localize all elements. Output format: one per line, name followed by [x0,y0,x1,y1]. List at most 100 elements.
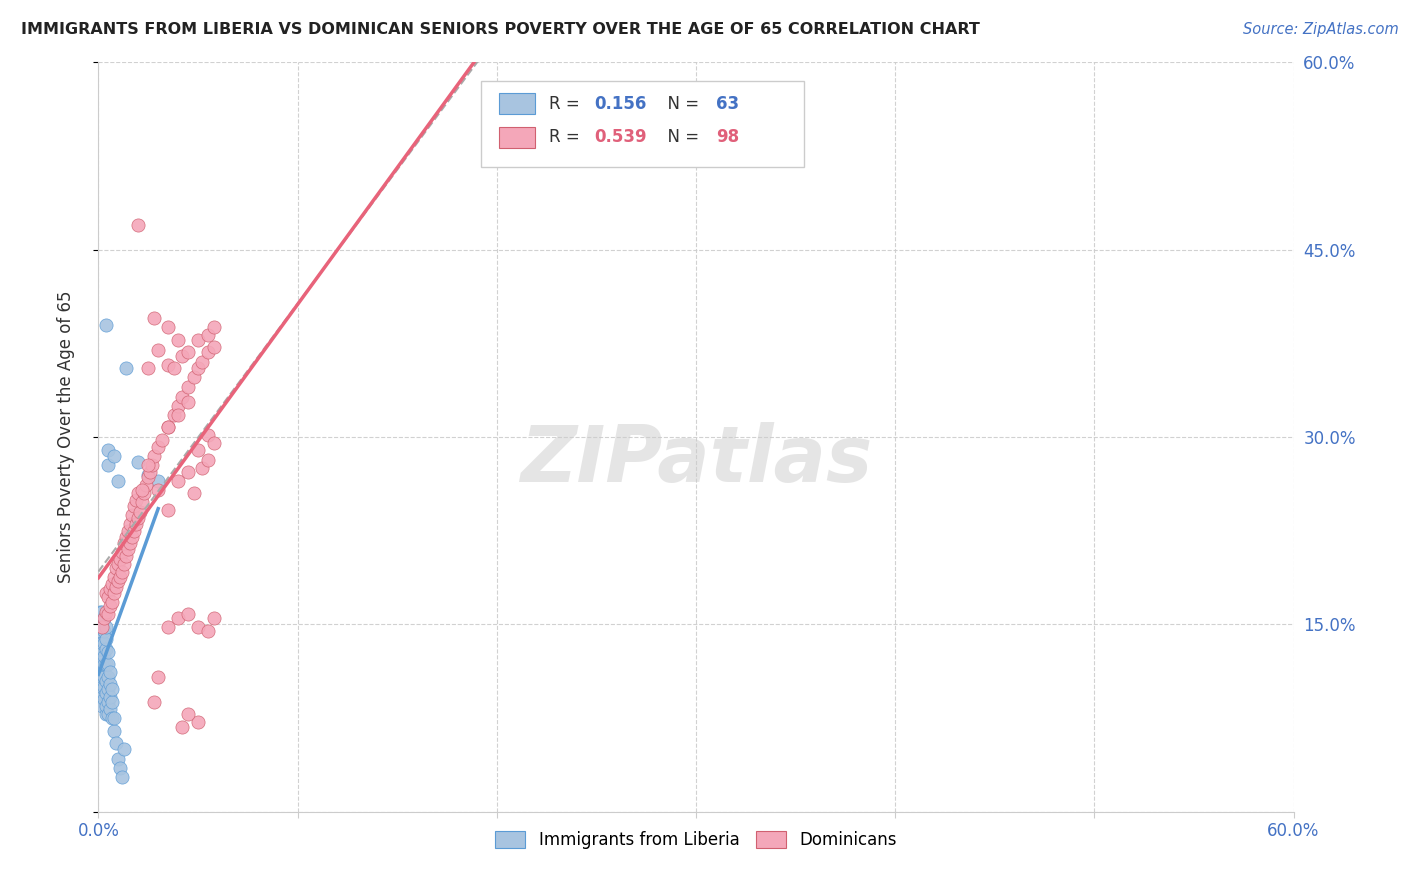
Point [148,670,170,684]
Point [143,695,166,709]
Point [96,586,118,600]
Point [125,517,148,532]
Point [148,343,170,357]
Text: R =: R = [548,95,585,112]
Point [148,474,170,488]
Point [103,449,125,463]
Point [202,320,225,334]
Point [127,455,149,469]
Point [187,714,209,729]
Point [191,461,214,475]
Point [148,483,170,497]
Point [105,561,128,575]
Text: R =: R = [548,128,585,146]
Point [143,449,166,463]
Point [93,648,115,663]
Point [120,517,142,532]
Point [97,607,120,622]
Point [96,620,118,634]
Point [93,611,115,625]
Point [167,333,190,347]
Point [139,465,162,479]
Point [157,620,180,634]
Point [136,470,159,484]
Point [177,395,200,409]
Point [93,636,115,650]
Point [101,682,124,697]
Bar [499,127,534,148]
Point [167,611,190,625]
Point [101,577,124,591]
Point [110,570,132,584]
Point [150,433,173,447]
Text: N =: N = [657,128,704,146]
Point [187,361,209,376]
Bar [481,81,804,168]
Point [91,667,114,681]
Point [97,707,120,722]
Point [107,752,129,766]
Point [98,665,122,679]
Point [93,657,115,672]
Point [197,624,219,638]
Point [202,340,225,354]
Point [187,620,209,634]
Point [96,673,118,688]
Point [131,483,153,497]
Point [127,511,149,525]
Text: 0.539: 0.539 [595,128,647,146]
Point [107,574,129,588]
Point [89,630,111,644]
Point [167,399,190,413]
Point [157,320,180,334]
Point [202,436,225,450]
Point [89,686,111,700]
Point [167,474,190,488]
Point [91,642,114,657]
Point [127,218,149,232]
Point [115,361,138,376]
Point [97,442,120,457]
Point [97,657,120,672]
Point [91,611,114,625]
Point [107,474,129,488]
Point [183,486,205,500]
Text: Source: ZipAtlas.com: Source: ZipAtlas.com [1243,22,1399,37]
Point [127,486,149,500]
Point [157,420,180,434]
Point [96,318,118,332]
Point [202,611,225,625]
Text: N =: N = [657,95,704,112]
Point [197,345,219,359]
Point [172,720,194,734]
Point [115,530,138,544]
Point [121,530,143,544]
Point [96,707,118,722]
Point [157,358,180,372]
Point [97,670,120,684]
Point [98,677,122,691]
Point [98,702,122,716]
Point [97,590,120,604]
Point [98,599,122,613]
Point [112,558,135,572]
Point [105,736,128,750]
Point [157,420,180,434]
Point [143,311,166,326]
Point [136,458,159,472]
Point [124,524,146,538]
Point [197,427,219,442]
Point [115,549,138,563]
Text: IMMIGRANTS FROM LIBERIA VS DOMINICAN SENIORS POVERTY OVER THE AGE OF 65 CORRELAT: IMMIGRANTS FROM LIBERIA VS DOMINICAN SEN… [21,22,980,37]
Point [93,680,115,694]
Point [91,620,114,634]
Point [91,655,114,669]
Point [97,645,120,659]
Bar [499,93,534,114]
Point [97,458,120,472]
Point [134,486,156,500]
Point [101,695,124,709]
Point [91,680,114,694]
Point [93,692,115,706]
Point [167,408,190,422]
